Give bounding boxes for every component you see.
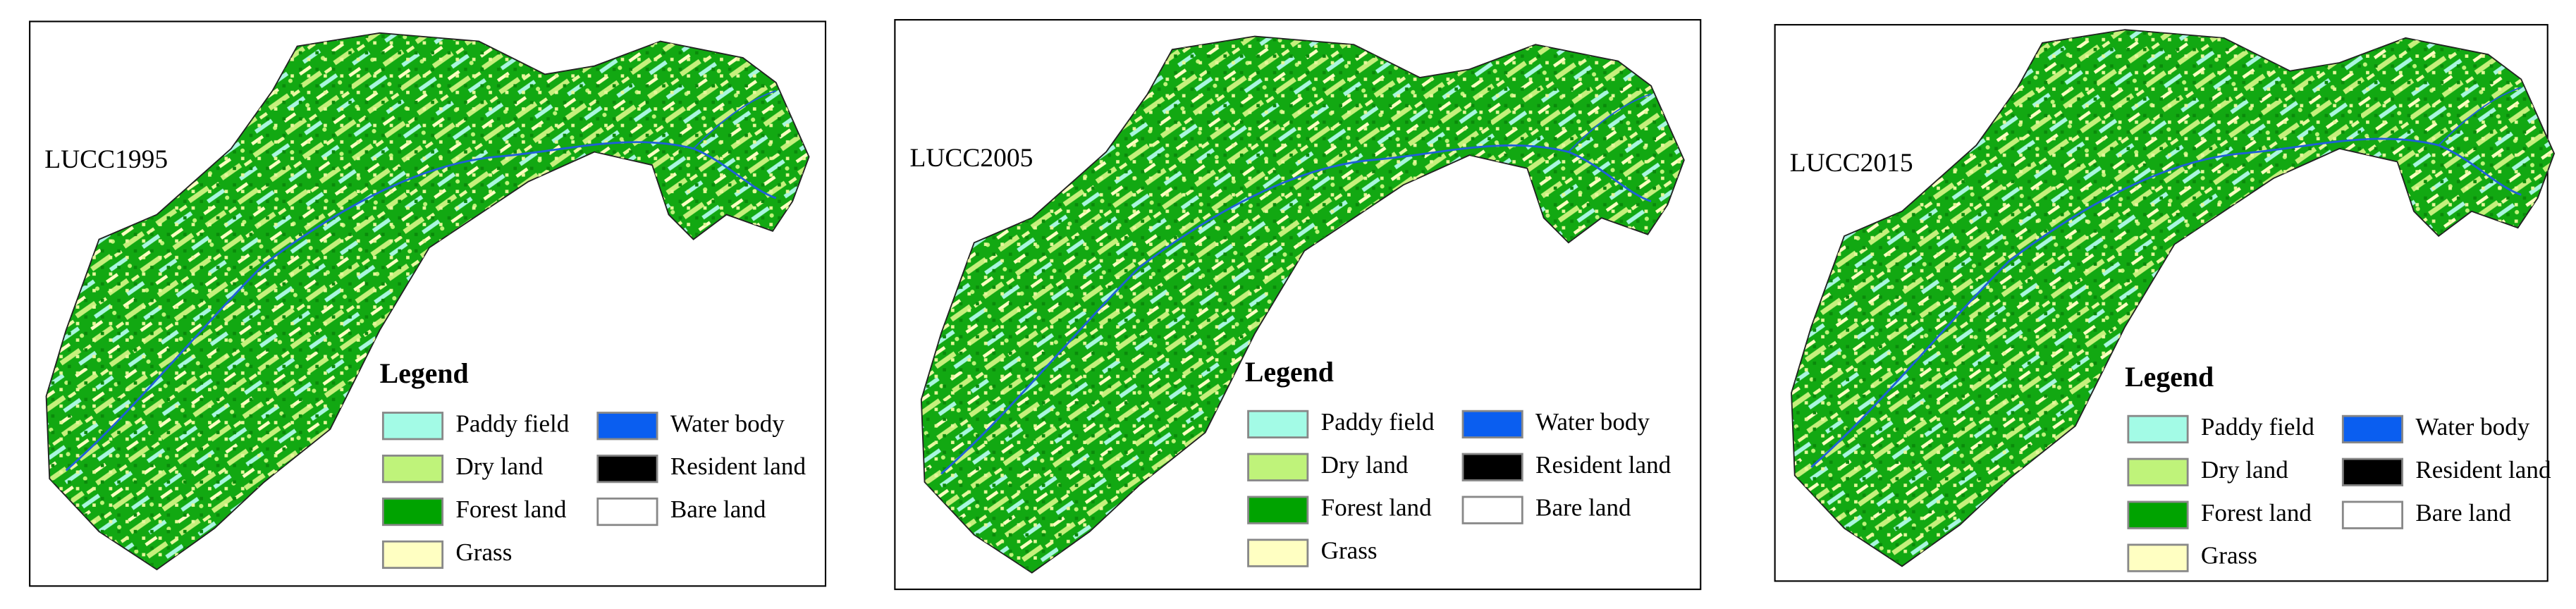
legend-title: Legend: [1245, 357, 1334, 388]
legend-label: Resident land: [670, 453, 806, 480]
legend-label: Water body: [2415, 413, 2529, 441]
legend-swatch: [596, 454, 658, 484]
legend-title: Legend: [2125, 362, 2214, 393]
legend-label: Bare land: [670, 496, 766, 523]
legend-label: Paddy field: [1321, 408, 1435, 436]
legend-swatch: [1247, 410, 1309, 439]
legend-label: Water body: [1535, 408, 1650, 436]
legend-label: Paddy field: [455, 410, 569, 437]
map-label: LUCC1995: [44, 145, 168, 174]
legend-label: Dry land: [1321, 451, 1409, 479]
legend-swatch: [596, 412, 658, 441]
legend-label: Bare land: [1535, 494, 1631, 522]
legend-swatch: [1247, 453, 1309, 481]
legend-label: Forest land: [455, 496, 567, 523]
legend-label: Bare land: [2415, 499, 2511, 527]
legend-label: Grass: [1321, 537, 1378, 565]
legend-swatch: [1247, 539, 1309, 567]
legend-label: Dry land: [2201, 456, 2288, 484]
legend-swatch: [2127, 414, 2189, 444]
legend-swatch: [1461, 410, 1523, 439]
legend-label: Forest land: [2201, 499, 2312, 527]
legend-label: Grass: [2201, 542, 2257, 570]
legend-swatch: [381, 412, 444, 441]
legend-swatch: [2341, 500, 2404, 529]
legend-title: Legend: [380, 358, 469, 389]
legend-label: Water body: [670, 410, 785, 437]
legend-swatch: [1461, 496, 1523, 524]
legend-swatch: [2127, 457, 2189, 486]
map-label: LUCC2005: [909, 144, 1033, 173]
legend-swatch: [2341, 457, 2404, 486]
legend-swatch: [381, 540, 444, 570]
legend-label: Grass: [455, 539, 512, 566]
legend-label: Dry land: [455, 453, 543, 480]
legend-label: Forest land: [1321, 494, 1433, 522]
legend-swatch: [381, 454, 444, 484]
legend-swatch: [2127, 500, 2189, 529]
legend-label: Resident land: [2415, 456, 2551, 484]
legend-label: Resident land: [1535, 451, 1672, 479]
map-panel: LUCC2005 Legend Paddy field Dry land Forest …: [894, 19, 1702, 591]
legend-swatch: [1247, 496, 1309, 524]
legend-label: Paddy field: [2201, 413, 2314, 441]
legend-swatch: [2341, 414, 2404, 444]
map-label: LUCC2015: [1790, 149, 1913, 178]
legend-swatch: [596, 497, 658, 527]
legend-swatch: [381, 497, 444, 527]
map-panel: LUCC2015 Legend Paddy field Dry land Forest …: [1774, 24, 2556, 582]
legend-swatch: [1461, 453, 1523, 481]
map-panel: LUCC1995 Legend Paddy field Dry land Forest …: [29, 20, 827, 587]
legend-swatch: [2127, 543, 2189, 572]
